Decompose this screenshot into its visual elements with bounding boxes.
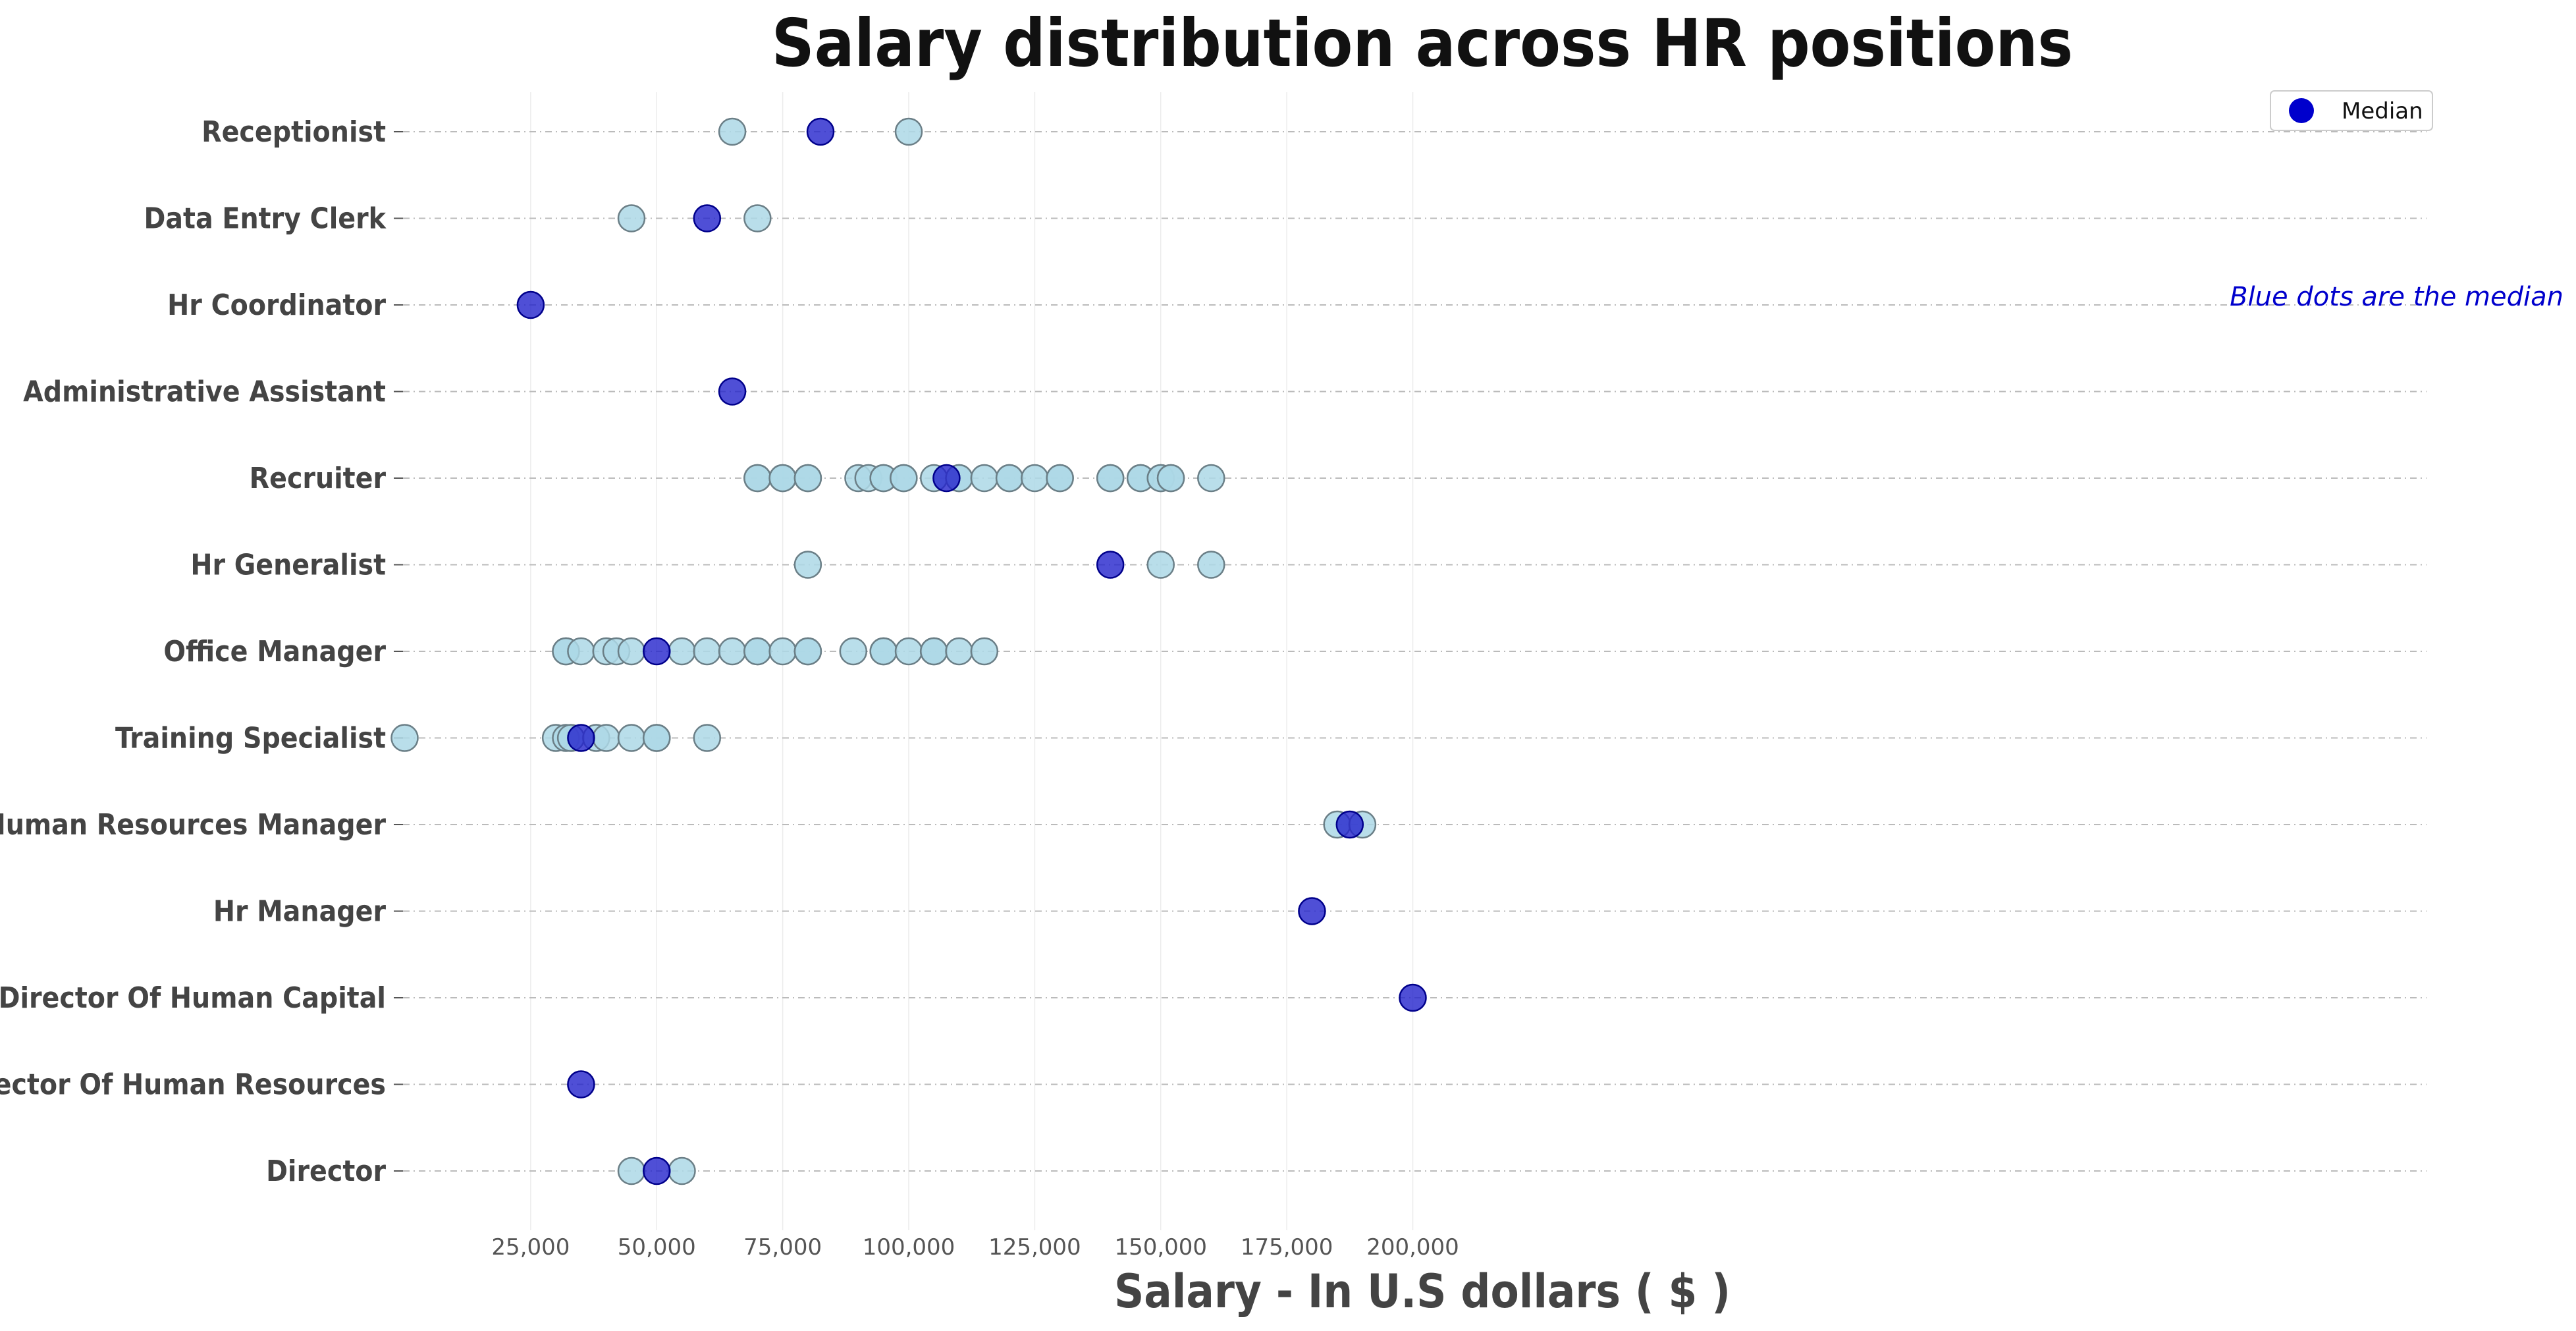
median-point	[1298, 897, 1326, 925]
category-label: Recruiter	[250, 462, 387, 495]
legend-median-label: Median	[2342, 98, 2423, 124]
category-label: Director	[266, 1154, 386, 1188]
category-label: Hr Generalist	[190, 549, 386, 582]
x-axis-label: Salary - In U.S dollars ( $ )	[1114, 1264, 1731, 1318]
salary-point	[643, 724, 671, 752]
salary-point	[768, 464, 797, 493]
median-point	[1096, 551, 1125, 579]
salary-point	[894, 637, 923, 666]
salary-point	[693, 724, 722, 752]
salary-point	[743, 464, 772, 493]
category-label: Director Of Human Resources	[0, 1068, 386, 1102]
median-point	[1335, 810, 1364, 839]
salary-point	[743, 637, 772, 666]
salary-point	[945, 637, 973, 666]
legend-median-marker	[2289, 98, 2314, 123]
salary-point	[1096, 464, 1125, 493]
salary-point	[995, 464, 1024, 493]
category-label: Human Resources Manager	[0, 808, 386, 842]
salary-point	[617, 1156, 646, 1185]
salary-point	[617, 724, 646, 752]
salary-point	[1046, 464, 1074, 493]
salary-point	[793, 637, 822, 666]
salary-point	[869, 637, 898, 666]
salary-point	[390, 724, 419, 752]
median-point	[516, 290, 545, 319]
median-point	[1399, 983, 1427, 1012]
category-label: Hr Manager	[213, 895, 387, 929]
x-tick-label: 150,000	[1114, 1234, 1207, 1261]
salary-point	[617, 637, 646, 666]
salary-point	[793, 551, 822, 579]
median-point	[567, 724, 595, 752]
salary-point	[567, 637, 595, 666]
median-annotation: Blue dots are the median	[2230, 282, 2563, 312]
x-tick-label: 125,000	[988, 1234, 1081, 1261]
salary-point	[693, 637, 722, 666]
category-label: Hr Coordinator	[167, 288, 386, 322]
category-label: Data Entry Clerk	[144, 202, 387, 236]
x-tick-labels: 25,000 50,000 75,000 100,000 125,000 150,000 1…	[491, 1234, 1459, 1261]
salary-point	[743, 204, 772, 232]
median-point	[643, 1156, 671, 1185]
salary-point	[617, 204, 646, 232]
salary-point	[793, 464, 822, 493]
category-guide-lines	[394, 131, 2427, 1172]
x-tick-label: 200,000	[1366, 1234, 1459, 1261]
median-point	[643, 637, 671, 666]
category-labels: Receptionist Data Entry Clerk Hr Coordinat…	[0, 115, 387, 1188]
median-point	[567, 1070, 595, 1099]
x-tick-label: 175,000	[1241, 1234, 1333, 1261]
salary-point	[718, 117, 747, 146]
salary-point	[970, 464, 999, 493]
median-point	[932, 464, 961, 493]
median-points	[516, 117, 1427, 1185]
chart-title: Salary distribution across HR positions	[772, 5, 2073, 82]
salary-point	[890, 464, 918, 493]
salary-point	[1156, 464, 1185, 493]
salary-point	[668, 1156, 696, 1185]
median-point	[806, 117, 835, 146]
salary-point	[839, 637, 868, 666]
median-point	[718, 377, 747, 406]
category-label: Administrative Assistant	[23, 375, 386, 409]
category-label: Training Specialist	[115, 722, 386, 755]
salary-point	[920, 637, 948, 666]
legend: Median	[2270, 90, 2433, 131]
category-label: Director Of Human Capital	[0, 981, 386, 1015]
salary-point	[768, 637, 797, 666]
salary-point	[970, 637, 999, 666]
data-points	[390, 117, 1377, 1185]
salary-point	[592, 724, 620, 752]
category-label: Receptionist	[201, 115, 386, 149]
salary-point	[1197, 551, 1225, 579]
salary-point	[1197, 464, 1225, 493]
x-tick-label: 100,000	[863, 1234, 955, 1261]
median-point	[693, 204, 722, 232]
x-tick-label: 25,000	[491, 1234, 570, 1261]
salary-point	[1146, 551, 1175, 579]
salary-point	[668, 637, 696, 666]
legend-box	[2270, 90, 2433, 131]
salary-point	[718, 637, 747, 666]
salary-point	[894, 117, 923, 146]
category-label: Office Manager	[163, 635, 386, 668]
x-tick-label: 75,000	[743, 1234, 822, 1261]
x-tick-label: 50,000	[618, 1234, 696, 1261]
salary-point	[1021, 464, 1049, 493]
